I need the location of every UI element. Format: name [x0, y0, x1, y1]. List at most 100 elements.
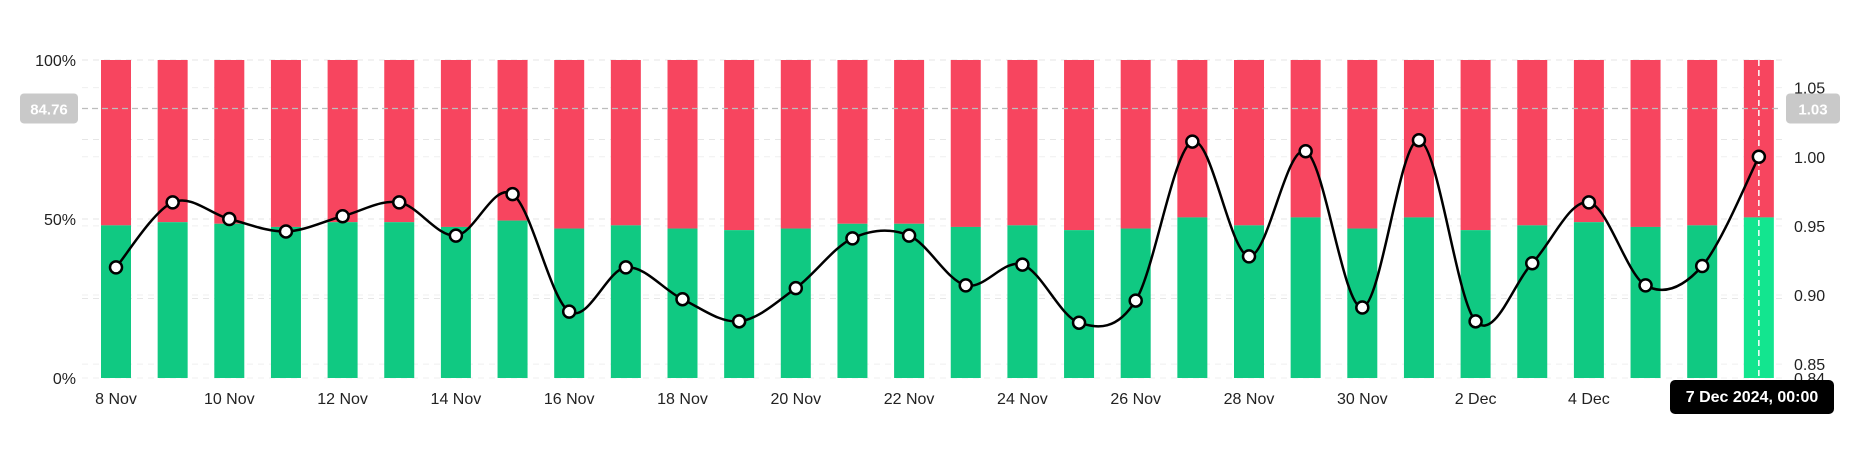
short-bar[interactable] — [214, 60, 245, 224]
long-bar[interactable] — [1290, 217, 1321, 378]
long-bar[interactable] — [157, 222, 188, 378]
ratio-point[interactable] — [448, 228, 464, 243]
long-bar[interactable] — [894, 223, 925, 378]
short-bar[interactable] — [837, 60, 868, 224]
short-bar[interactable] — [894, 60, 925, 224]
short-bar[interactable] — [610, 60, 641, 226]
ratio-point[interactable] — [278, 224, 294, 239]
ratio-point[interactable] — [108, 260, 124, 275]
ratio-point[interactable] — [561, 304, 577, 319]
short-bar[interactable] — [327, 60, 358, 223]
left-crosshair-value: 84.76 — [30, 101, 68, 118]
ratio-point[interactable] — [1525, 255, 1540, 271]
ratio-point[interactable] — [901, 228, 917, 243]
short-bar[interactable] — [440, 60, 471, 227]
long-bar[interactable] — [101, 225, 131, 378]
ratio-point[interactable] — [845, 231, 860, 246]
short-bar[interactable] — [1460, 60, 1491, 231]
short-bar[interactable] — [270, 60, 301, 227]
x-axis-tick-label: 28 Nov — [1224, 391, 1275, 408]
short-bar[interactable] — [1573, 60, 1604, 223]
short-bar[interactable] — [1064, 60, 1095, 231]
short-bar[interactable] — [1517, 60, 1548, 226]
long-bar[interactable] — [1177, 217, 1208, 378]
short-bar[interactable] — [1290, 60, 1321, 218]
ratio-point[interactable] — [1638, 278, 1653, 293]
ratio-point[interactable] — [958, 278, 973, 293]
x-axis-tick-label: 24 Nov — [997, 391, 1048, 408]
long-bar[interactable] — [780, 228, 811, 378]
long-bar[interactable] — [1403, 217, 1434, 378]
x-axis-tick-label: 2 Dec — [1455, 391, 1497, 408]
ratio-point[interactable] — [1355, 300, 1370, 315]
ratio-point[interactable] — [392, 195, 407, 210]
left-axis-tick-label: 50% — [44, 212, 76, 229]
ratio-point[interactable] — [1185, 134, 1200, 149]
long-bar[interactable] — [214, 223, 245, 378]
x-axis-tick-label: 30 Nov — [1337, 391, 1388, 408]
right-axis-tick-label: 0.85 — [1794, 357, 1825, 374]
short-bar[interactable] — [667, 60, 698, 229]
short-bar[interactable] — [1347, 60, 1378, 229]
x-axis-tick-label: 16 Nov — [544, 391, 595, 408]
ratio-point[interactable] — [165, 195, 180, 210]
short-bar[interactable] — [384, 60, 415, 223]
short-bar[interactable] — [780, 60, 811, 229]
long-bar[interactable] — [610, 225, 641, 378]
long-bar[interactable] — [1064, 230, 1095, 378]
x-axis-tick-label: 10 Nov — [204, 391, 255, 408]
ratio-point[interactable] — [1411, 132, 1427, 148]
left-crosshair-badge — [20, 93, 78, 124]
right-axis-tick-label: 0.90 — [1794, 288, 1825, 305]
long-bar[interactable] — [384, 222, 415, 378]
long-bar[interactable] — [1460, 230, 1491, 378]
long-bar[interactable] — [1573, 222, 1604, 378]
short-bar[interactable] — [950, 60, 981, 227]
short-bar[interactable] — [1007, 60, 1038, 226]
ratio-point[interactable] — [731, 314, 747, 329]
ratio-point[interactable] — [222, 211, 237, 227]
short-bar[interactable] — [554, 60, 585, 229]
ratio-point[interactable] — [1298, 144, 1313, 159]
right-crosshair-value: 1.03 — [1798, 101, 1827, 118]
ratio-point[interactable] — [788, 280, 804, 296]
long-bar[interactable] — [440, 226, 471, 378]
long-bar[interactable] — [724, 230, 755, 378]
right-axis: 0.840.850.900.951.001.05 — [1794, 81, 1825, 388]
short-bar[interactable] — [101, 60, 131, 226]
short-bar[interactable] — [157, 60, 188, 223]
short-bar[interactable] — [1687, 60, 1718, 226]
ratio-point[interactable] — [675, 291, 690, 307]
long-bar[interactable] — [1630, 226, 1661, 378]
ratio-point[interactable] — [1241, 249, 1257, 264]
long-bar[interactable] — [1007, 225, 1038, 378]
ratio-point[interactable] — [1694, 258, 1710, 274]
long-bar[interactable] — [327, 222, 358, 378]
right-axis-tick-label: 0.95 — [1794, 219, 1825, 236]
grid-lines — [82, 59, 1782, 379]
long-bar[interactable] — [497, 220, 528, 378]
ratio-point[interactable] — [1128, 293, 1143, 308]
ratio-point[interactable] — [1468, 314, 1483, 329]
short-bar[interactable] — [1234, 60, 1264, 226]
ratio-point[interactable] — [1071, 315, 1087, 330]
short-bar[interactable] — [1120, 60, 1151, 229]
ratio-point[interactable] — [1581, 195, 1597, 210]
left-axis-tick-label: 100% — [35, 53, 76, 70]
x-axis-tick-label: 8 Nov — [95, 391, 137, 408]
long-bar[interactable] — [270, 226, 301, 378]
ratio-point[interactable] — [618, 260, 634, 275]
ratio-point[interactable] — [1015, 257, 1030, 272]
long-bar[interactable] — [950, 226, 981, 378]
long-bar[interactable] — [554, 228, 585, 378]
ratio-point[interactable] — [335, 208, 350, 224]
short-bar[interactable] — [1630, 60, 1661, 227]
ratio-point[interactable] — [505, 186, 520, 202]
x-axis-tick-label: 20 Nov — [770, 391, 821, 408]
long-bar[interactable] — [1687, 225, 1718, 378]
long-bar[interactable] — [837, 223, 868, 378]
short-bar[interactable] — [724, 60, 755, 231]
ratio-point[interactable] — [1751, 149, 1767, 165]
